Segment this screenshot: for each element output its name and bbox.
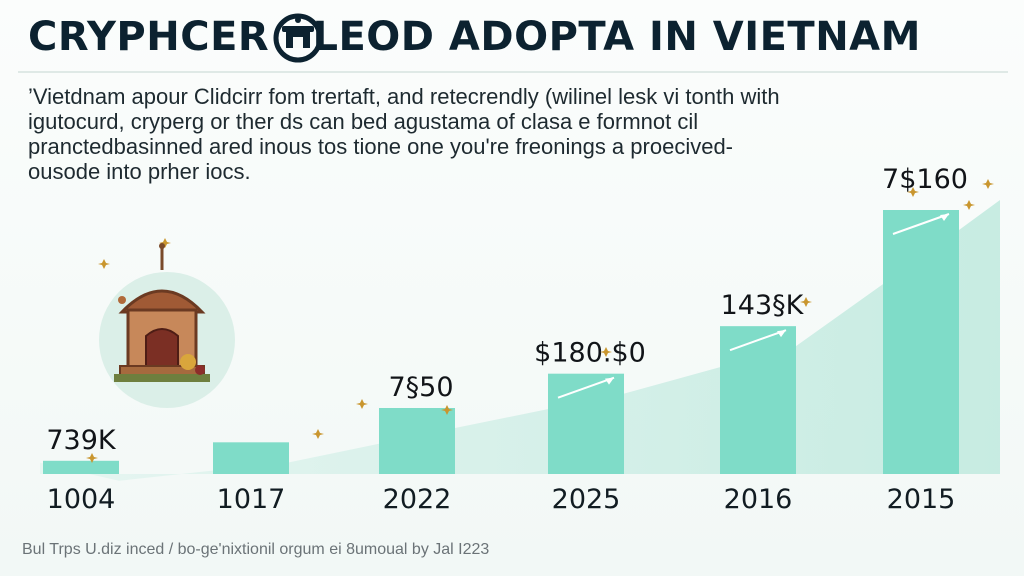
- x-tick-label: 1004: [47, 484, 116, 515]
- sparkle-icon: [312, 429, 324, 439]
- sparkle-icon: [907, 187, 919, 197]
- vietnamese-temple-icon: [92, 240, 242, 410]
- growth-arrowhead-icon: [940, 214, 949, 221]
- bar-1017: [213, 442, 289, 474]
- growth-arrow-icon: [892, 213, 950, 235]
- x-tick-label: 2016: [724, 484, 793, 515]
- bar-2016: [720, 326, 796, 474]
- growth-arrow-icon: [557, 376, 615, 399]
- temple-coin-icon: [273, 13, 323, 63]
- x-tick-label: 2015: [887, 484, 956, 515]
- sparkle-icon: [86, 453, 98, 463]
- bar-2022: [379, 408, 455, 474]
- bar-2025: [548, 373, 624, 474]
- data-label: $180.$0: [534, 338, 646, 369]
- title-divider: [18, 71, 1008, 73]
- growth-arrowhead-icon: [777, 330, 786, 338]
- data-label: 143§K: [721, 290, 805, 321]
- bar-2015: [883, 210, 959, 474]
- sparkle-icon: [159, 238, 171, 248]
- sparkle-icon: [600, 347, 612, 357]
- data-label: 7§50: [388, 372, 453, 403]
- sparkle-icon: [963, 200, 975, 210]
- x-tick-label: 1017: [217, 484, 286, 515]
- intro-paragraph: ’Vietdnam apour Clidcirr fom trertaft, a…: [28, 84, 780, 184]
- sparkle-icon: [441, 405, 453, 415]
- x-tick-label: 2022: [383, 484, 452, 515]
- page-title: CRYPHCER LEOD ADOPTA IN VIETNAM: [28, 14, 921, 60]
- growth-arrowhead-icon: [605, 377, 614, 385]
- growth-arrow-icon: [729, 329, 787, 352]
- x-tick-label: 2025: [552, 484, 621, 515]
- sparkle-icon: [982, 179, 994, 189]
- sparkle-icon: [98, 259, 110, 269]
- source-footnote: Bul Trps U.diz inced / bo-ge'nixtionil o…: [22, 541, 490, 558]
- bar-1004: [43, 460, 119, 474]
- sparkle-icon: [800, 297, 812, 307]
- sparkle-icon: [356, 399, 368, 409]
- data-label: 739K: [46, 425, 117, 456]
- data-label: 7$160: [882, 164, 968, 195]
